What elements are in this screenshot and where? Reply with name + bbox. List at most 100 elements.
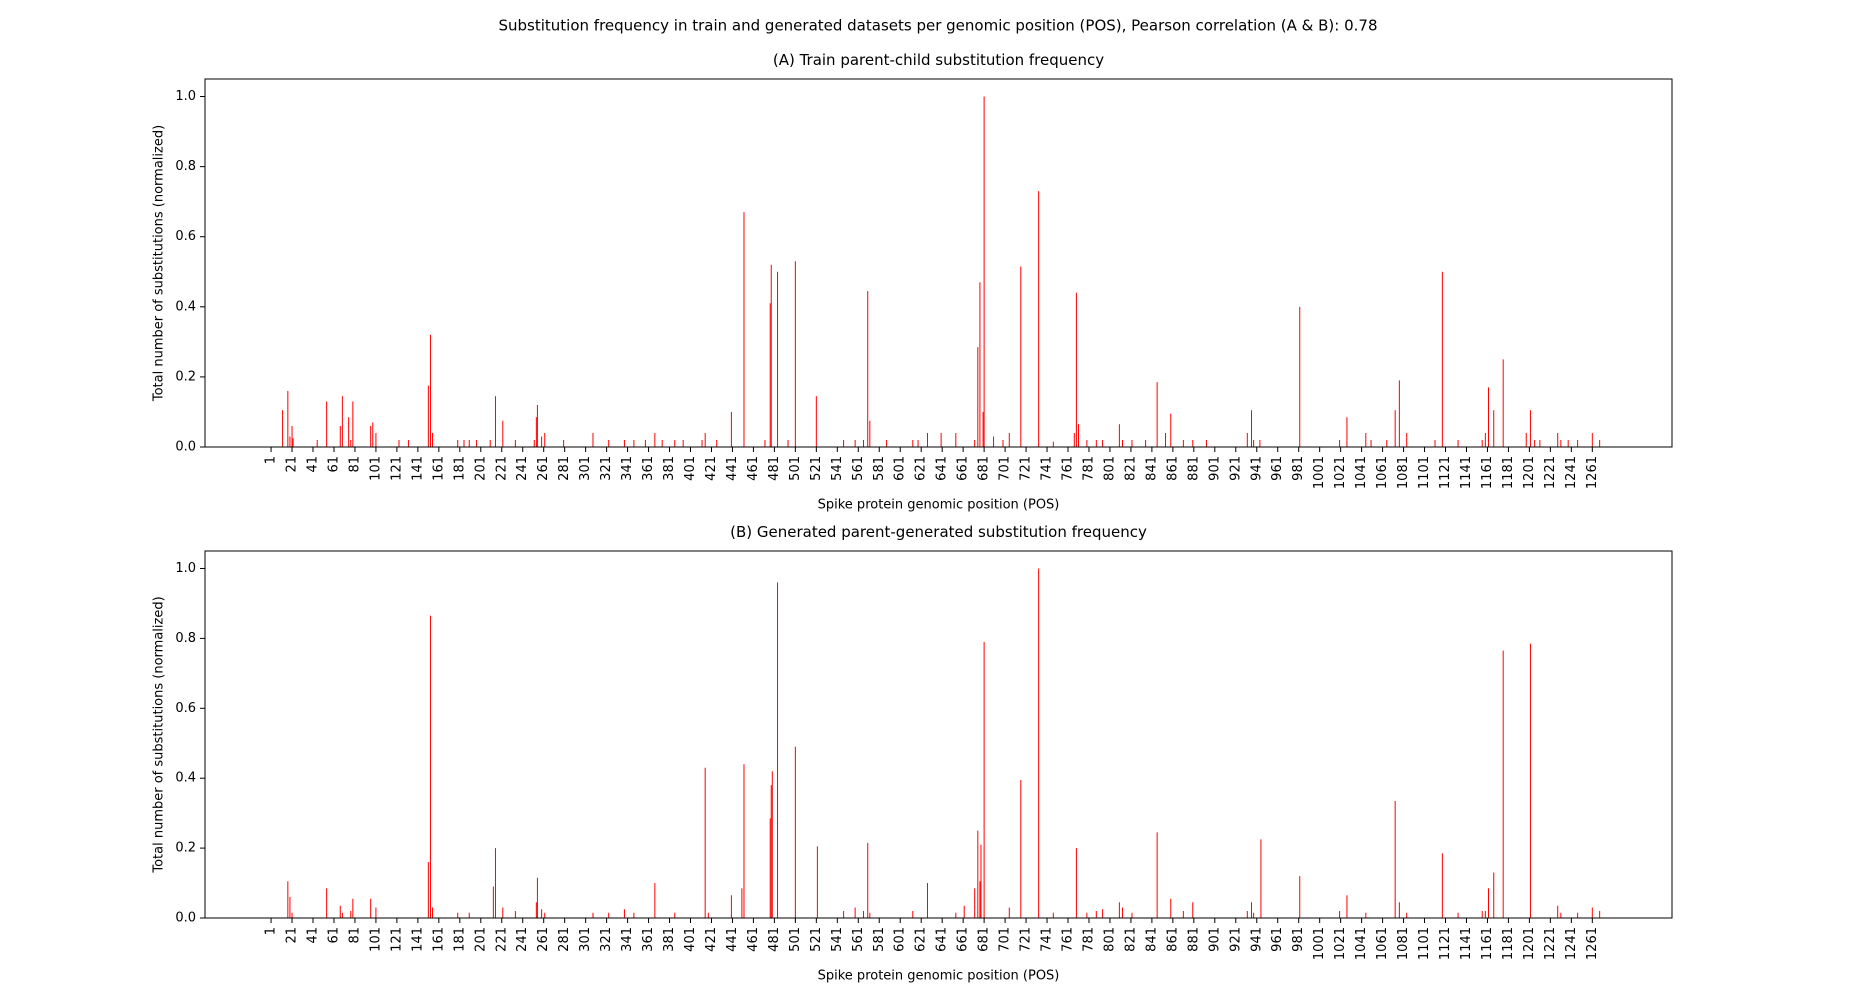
bar (974, 888, 976, 918)
x-tick-label: 441 (725, 927, 740, 952)
chart-title: (B) Generated parent-generated substitut… (730, 523, 1147, 541)
bar (326, 401, 328, 447)
x-tick-label: 1 (264, 456, 279, 464)
x-tick-label: 381 (662, 927, 677, 952)
x-tick-label: 621 (914, 927, 929, 952)
bar (1394, 800, 1396, 918)
bar (1591, 907, 1593, 918)
bar (1118, 902, 1120, 918)
bar (1131, 912, 1133, 918)
bar (541, 436, 543, 447)
bar (741, 888, 743, 918)
bar (843, 911, 845, 918)
bar (292, 438, 294, 447)
x-tick-label: 101 (368, 456, 383, 481)
bar (1086, 439, 1088, 447)
bar (1038, 568, 1040, 918)
bar (661, 439, 663, 447)
bar (1487, 888, 1489, 918)
bar (1599, 911, 1601, 918)
x-tick-label: 1121 (1438, 456, 1453, 489)
bar (743, 212, 745, 447)
bar (541, 909, 543, 918)
x-tick-label: 601 (893, 927, 908, 952)
x-tick-label: 61 (326, 456, 341, 473)
bar (771, 771, 773, 918)
plot-frame (204, 550, 1673, 919)
bar (644, 439, 646, 447)
bar (502, 907, 504, 918)
bar (1394, 410, 1396, 447)
bar (1170, 898, 1172, 918)
x-tick-label: 521 (809, 927, 824, 952)
x-tick-label: 141 (410, 927, 425, 952)
bar (316, 439, 318, 447)
y-axis-label: Total number of substitutions (normalize… (152, 596, 167, 873)
x-tick-label: 361 (641, 927, 656, 952)
bar (1038, 191, 1040, 447)
x-tick-label: 481 (767, 927, 782, 952)
x-tick-label: 721 (1019, 456, 1034, 481)
bar (623, 909, 625, 918)
x-tick-label: 901 (1207, 456, 1222, 481)
x-tick-label: 941 (1249, 927, 1264, 952)
bar (940, 432, 942, 447)
bar (1008, 907, 1010, 918)
bar (979, 282, 981, 447)
bar (1086, 912, 1088, 918)
x-tick-label: 321 (599, 927, 614, 952)
bar (716, 439, 718, 447)
bar (494, 848, 496, 918)
bar (983, 641, 985, 918)
x-tick-label: 741 (1040, 456, 1055, 481)
bar (777, 582, 779, 918)
bar (427, 862, 429, 918)
y-tick-label: 1.0 (175, 561, 196, 576)
bar (352, 898, 354, 918)
bar (863, 439, 865, 447)
x-tick-label: 221 (494, 927, 509, 952)
x-tick-label: 161 (431, 456, 446, 481)
bar (1557, 432, 1559, 447)
bar (1075, 292, 1077, 447)
x-tick-label: 241 (515, 927, 530, 952)
x-tick-label: 921 (1228, 927, 1243, 952)
bar (502, 420, 504, 447)
bar (787, 439, 789, 447)
x-tick-label: 1001 (1312, 456, 1327, 489)
x-tick-label: 541 (830, 456, 845, 481)
bar (287, 390, 289, 447)
x-tick-label: 1201 (1522, 927, 1537, 960)
bar (770, 264, 772, 447)
x-tick-label: 1241 (1564, 456, 1579, 489)
x-tick-label: 761 (1061, 456, 1076, 481)
bar (432, 432, 434, 447)
bar (1251, 902, 1253, 918)
x-tick-label: 1081 (1396, 927, 1411, 960)
bar (1441, 853, 1443, 918)
x-tick-label: 821 (1123, 927, 1138, 952)
bar (1481, 911, 1483, 918)
bar (339, 425, 341, 447)
bar (429, 615, 431, 918)
x-tick-label: 841 (1144, 927, 1159, 952)
bar (1260, 839, 1262, 918)
x-tick-label: 281 (557, 927, 572, 952)
x-tick-label: 781 (1081, 456, 1096, 481)
bar (476, 439, 478, 447)
chart-title: (A) Train parent-child substitution freq… (773, 51, 1104, 69)
bar (1156, 382, 1158, 447)
x-tick-label: 661 (956, 927, 971, 952)
x-tick-label: 321 (599, 456, 614, 481)
x-tick-label: 461 (746, 927, 761, 952)
bar (1122, 907, 1124, 918)
x-tick-label: 1 (264, 927, 279, 935)
x-tick-label: 981 (1291, 927, 1306, 952)
x-tick-label: 421 (704, 927, 719, 952)
bar (1192, 439, 1194, 447)
x-tick-label: 81 (347, 927, 362, 944)
bar (977, 347, 979, 447)
bar (1599, 439, 1601, 447)
bar (468, 912, 470, 918)
x-tick-label: 541 (830, 927, 845, 952)
